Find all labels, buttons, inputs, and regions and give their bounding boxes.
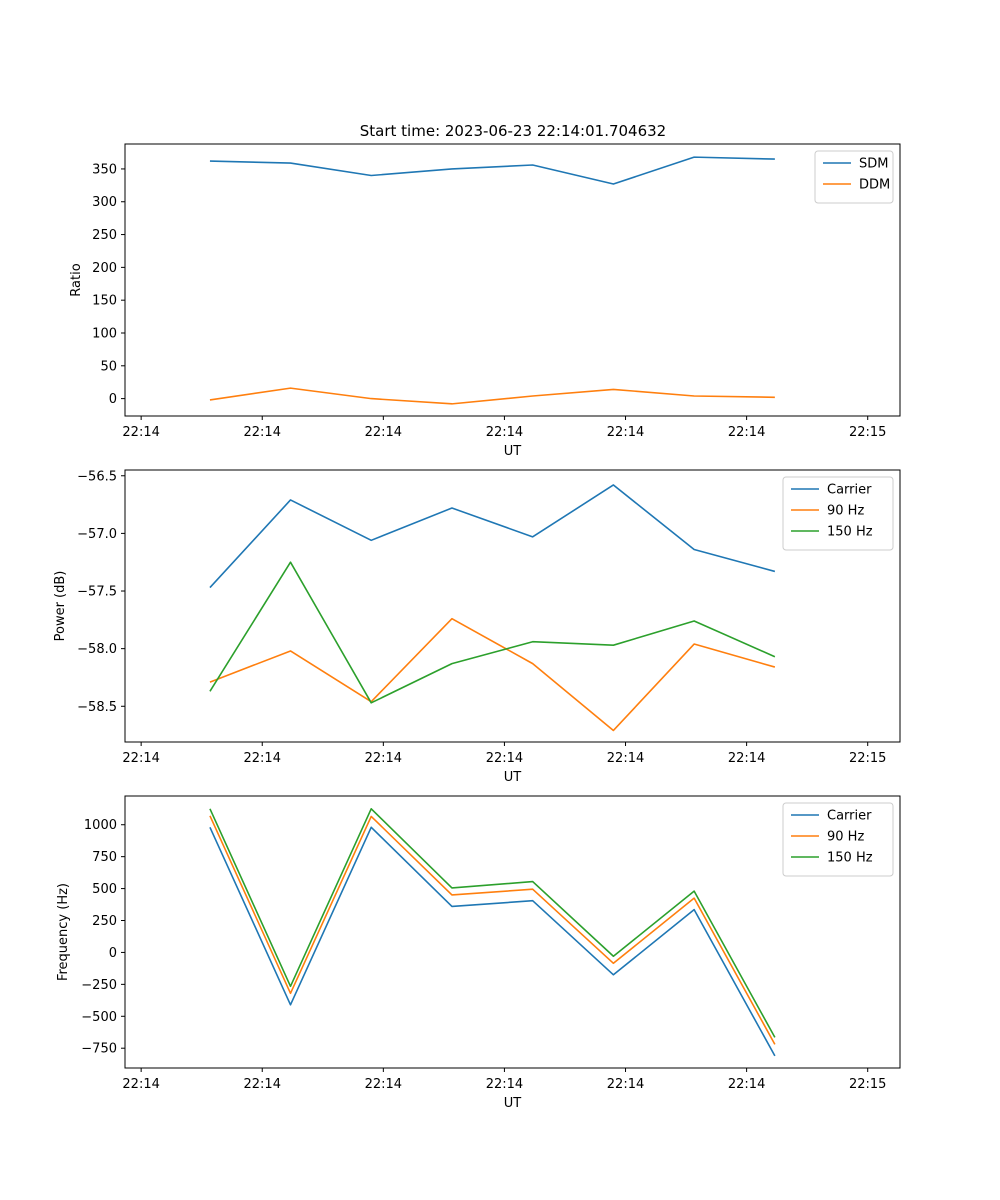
series-line-ddm	[209, 387, 775, 405]
legend-label: Carrier	[827, 809, 872, 824]
series-line-carrier	[209, 484, 776, 589]
series-line-150-hz	[209, 807, 776, 1038]
legend-label: 150 Hz	[827, 525, 873, 540]
legend-label: 90 Hz	[827, 830, 864, 845]
x-tick-label: 22:14	[607, 425, 644, 440]
series-line-90-hz	[209, 815, 776, 1045]
y-tick-label: 350	[92, 162, 117, 177]
x-tick-label: 22:14	[365, 1077, 402, 1092]
y-tick-label: 250	[92, 228, 117, 243]
legend: Carrier 90 Hz 150 Hz	[782, 476, 894, 551]
series-line-90-hz	[209, 617, 776, 732]
y-tick-label: 50	[100, 359, 117, 374]
y-tick-label: 200	[92, 261, 117, 276]
y-tick-label: 0	[109, 392, 117, 407]
legend-label: DDM	[859, 178, 890, 193]
panel-2: 22:14 22:14 22:14 22:14 22:14 22:14 22:15 −58.5…	[53, 469, 901, 785]
y-tick-label: 0	[109, 946, 117, 961]
x-tick-label: 22:14	[122, 1077, 159, 1092]
legend: Carrier 90 Hz 150 Hz	[782, 802, 894, 877]
y-tick-label: −57.5	[77, 585, 117, 600]
y-axis-label: Frequency (Hz)	[56, 883, 71, 981]
y-tick-label: −58.0	[77, 642, 117, 657]
x-tick-label: 22:14	[244, 751, 281, 766]
x-axis-label: UT	[504, 1096, 522, 1111]
y-tick-label: 300	[92, 195, 117, 210]
x-axis-label: UT	[504, 770, 522, 785]
x-tick-label: 22:14	[728, 751, 765, 766]
panel-1: 22:14 22:14 22:14 22:14 22:14 22:14 22:15 0 50 10…	[69, 143, 901, 459]
x-tick-label: 22:14	[122, 751, 159, 766]
y-tick-label: 500	[92, 882, 117, 897]
x-tick-label: 22:14	[607, 1077, 644, 1092]
x-tick-label: 22:14	[122, 425, 159, 440]
x-tick-label: 22:14	[486, 751, 523, 766]
x-tick-label: 22:14	[486, 1077, 523, 1092]
legend-label: Carrier	[827, 483, 872, 498]
x-tick-label: 22:14	[728, 425, 765, 440]
y-tick-label: 150	[92, 294, 117, 309]
series-line-carrier	[209, 826, 776, 1057]
x-tick-label: 22:14	[728, 1077, 765, 1092]
legend-label: 150 Hz	[827, 851, 873, 866]
series-line-150-hz	[209, 561, 776, 704]
legend-frame	[814, 150, 894, 204]
y-tick-label: 1000	[84, 818, 117, 833]
x-tick-label: 22:15	[849, 425, 886, 440]
y-tick-label: −57.0	[77, 527, 117, 542]
figure-title: Start time: 2023-06-23 22:14:01.704632	[360, 122, 666, 140]
x-tick-label: 22:14	[244, 425, 281, 440]
x-axis-label: UT	[504, 444, 522, 459]
x-tick-label: 22:15	[849, 751, 886, 766]
panels: 22:14 22:14 22:14 22:14 22:14 22:14 22:15 0 50 10…	[53, 143, 901, 1111]
x-tick-label: 22:14	[244, 1077, 281, 1092]
plot-frame	[124, 795, 901, 1069]
x-tick-label: 22:14	[365, 751, 402, 766]
y-tick-label: −58.5	[77, 700, 117, 715]
y-tick-label: 100	[92, 326, 117, 341]
plot-frame	[124, 143, 901, 417]
y-tick-label: 750	[92, 850, 117, 865]
legend: SDM DDM	[814, 150, 894, 204]
y-tick-label: −250	[81, 978, 117, 993]
plot-frame	[124, 469, 901, 743]
y-tick-label: 250	[92, 914, 117, 929]
x-tick-label: 22:15	[849, 1077, 886, 1092]
x-tick-label: 22:14	[365, 425, 402, 440]
x-tick-label: 22:14	[607, 751, 644, 766]
legend-label: SDM	[859, 157, 888, 172]
y-tick-label: −500	[81, 1010, 117, 1025]
y-axis-label: Power (dB)	[53, 571, 68, 642]
legend-label: 90 Hz	[827, 504, 864, 519]
series-line-sdm	[209, 156, 775, 185]
panel-3: 22:14 22:14 22:14 22:14 22:14 22:14 22:15 −750 −…	[56, 795, 901, 1111]
x-tick-label: 22:14	[486, 425, 523, 440]
y-tick-label: −56.5	[77, 469, 117, 484]
y-axis-label: Ratio	[69, 263, 84, 296]
y-tick-label: −750	[81, 1042, 117, 1057]
